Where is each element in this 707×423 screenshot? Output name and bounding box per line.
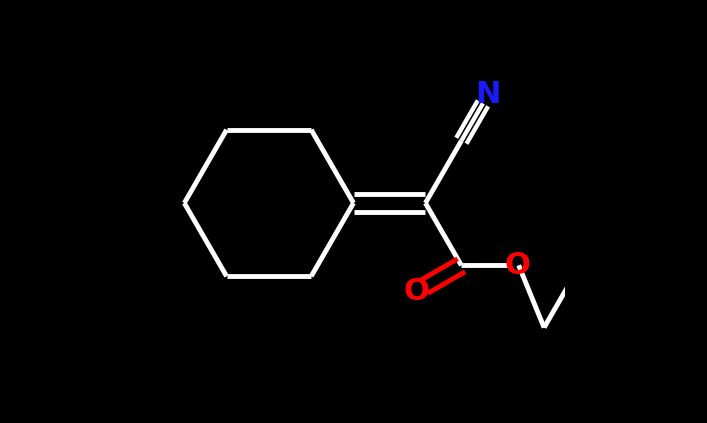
- Text: N: N: [476, 80, 501, 109]
- Text: O: O: [403, 277, 429, 306]
- Text: O: O: [505, 251, 530, 280]
